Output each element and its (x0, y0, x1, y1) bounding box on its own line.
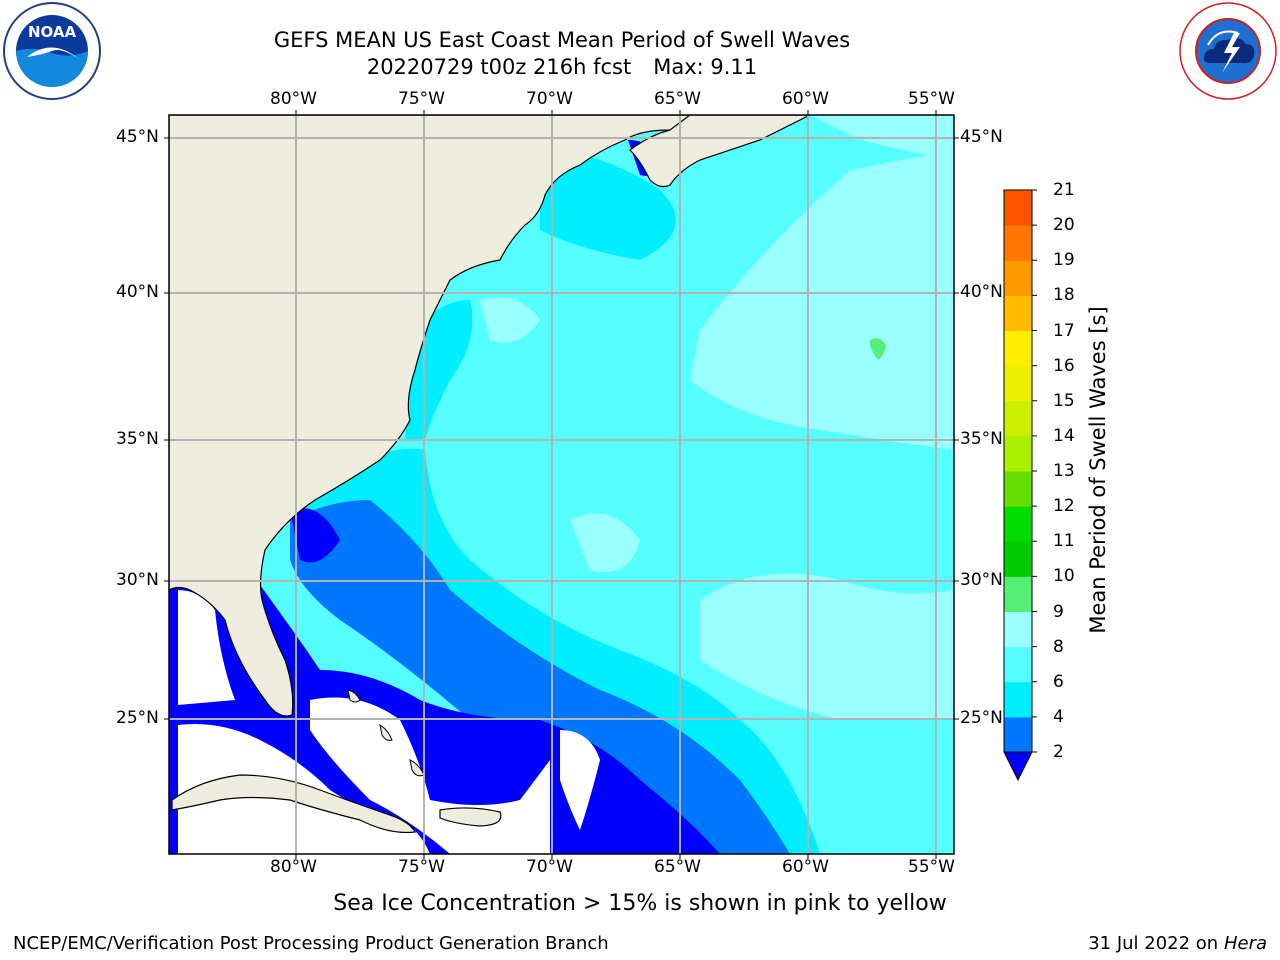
colorbar-extend-arrow (1003, 751, 1033, 782)
footer-date-text: 31 Jul 2022 on (1088, 933, 1224, 954)
swell-band-6-8 (540, 150, 676, 260)
lon-label-bottom: 60°W (782, 857, 829, 877)
svg-text:NOAA: NOAA (28, 23, 77, 41)
colorbar-tick-label: 6 (1053, 671, 1064, 692)
colorbar-tick-label: 21 (1053, 180, 1075, 200)
map-frame (168, 114, 955, 855)
colorbar-tick-label: 16 (1053, 355, 1075, 376)
land-hispaniola (439, 807, 502, 827)
lat-label-left: 30°N (116, 570, 159, 590)
colorbar-segment (1004, 260, 1032, 296)
land-north-america (169, 115, 691, 717)
colorbar-tick-label: 11 (1053, 531, 1075, 552)
colorbar-tick-label: 15 (1053, 390, 1075, 411)
swell-band-8-9 (690, 150, 954, 450)
lat-label-right: 35°N (960, 429, 1003, 449)
colorbar-segment (1004, 576, 1032, 612)
colorbar-segment (1004, 225, 1032, 261)
swell-band-4-6 (290, 500, 790, 854)
swell-band-8-9 (570, 513, 640, 572)
swell-band-8-9 (700, 573, 954, 720)
colorbar-tick-label: 4 (1053, 706, 1064, 727)
land-nova-scotia (629, 115, 811, 188)
colorbar-segment (1004, 435, 1032, 472)
nws-logo (1179, 2, 1277, 100)
chart-title: GEFS MEAN US East Coast Mean Period of S… (273, 28, 851, 52)
footer-date: 31 Jul 2022 on Hera (1088, 933, 1267, 955)
colorbar-tick-label: 12 (1053, 496, 1075, 517)
lat-label-left: 35°N (116, 429, 159, 449)
colorbar-segment (1004, 295, 1032, 331)
swell-band-8-9 (480, 297, 540, 343)
colorbar-tick-label: 17 (1053, 320, 1075, 341)
map-tick-marks (164, 110, 959, 859)
lat-label-right: 40°N (960, 282, 1003, 302)
land-cuba (171, 774, 416, 834)
no-data-area (178, 590, 235, 705)
colorbar-tick-label: 2 (1053, 742, 1064, 762)
colorbar-tick-label: 20 (1053, 215, 1075, 236)
colorbar (1003, 189, 1037, 782)
lat-label-left: 25°N (116, 708, 159, 728)
colorbar-tick-label: 18 (1053, 285, 1075, 306)
lon-label-top: 55°W (908, 89, 955, 109)
lon-label-bottom: 70°W (526, 857, 573, 877)
colorbar-segment (1004, 365, 1032, 402)
colorbar-tick-label: 9 (1053, 601, 1064, 622)
noaa-logo: NOAA (3, 2, 101, 100)
footer-host: Hera (1223, 933, 1267, 954)
colorbar-tick-label: 13 (1053, 461, 1075, 481)
lon-label-top: 80°W (270, 89, 317, 109)
lon-label-bottom: 80°W (270, 857, 317, 877)
lon-label-top: 60°W (782, 89, 829, 109)
colorbar-segment (1004, 646, 1032, 683)
colorbar-tick-label: 19 (1053, 250, 1075, 271)
colorbar-segment (1004, 330, 1032, 367)
lon-label-bottom: 75°W (398, 857, 445, 877)
lat-label-right: 25°N (960, 708, 1003, 728)
lat-label-right: 45°N (960, 127, 1003, 147)
land-bahamas (379, 723, 393, 741)
land-bahamas (347, 689, 361, 703)
colorbar-segment (1004, 400, 1032, 437)
lon-label-top: 75°W (398, 89, 445, 109)
sea-ice-note: Sea Ice Concentration > 15% is shown in … (333, 891, 947, 916)
colorbar-segment (1004, 611, 1032, 648)
lon-label-top: 65°W (654, 89, 701, 109)
lat-label-left: 40°N (116, 282, 159, 302)
no-data-area (560, 730, 600, 830)
colorbar-segment (1004, 681, 1032, 718)
lat-label-right: 30°N (960, 570, 1003, 590)
forecast-date: 20220729 t00z 216h fcst (366, 55, 632, 79)
swell-band-9-10 (870, 338, 886, 360)
colorbar-segment (1004, 541, 1032, 577)
colorbar-segment (1004, 716, 1032, 753)
colorbar-tick-label: 14 (1053, 425, 1075, 446)
colorbar-segment (1004, 506, 1032, 542)
map-gridlines (169, 115, 954, 854)
swell-band-2-4 (290, 508, 340, 563)
colorbar-tick-label: 8 (1053, 636, 1064, 657)
chart-subtitle: 20220729 t00z 216h fcst Max: 9.11 (162, 54, 962, 80)
lat-label-left: 45°N (116, 127, 159, 147)
colorbar-tick-label: 10 (1053, 566, 1075, 587)
lon-label-bottom: 65°W (654, 857, 701, 877)
footer-credit: NCEP/EMC/Verification Post Processing Pr… (13, 933, 609, 954)
colorbar-segment (1004, 190, 1032, 226)
lon-label-top: 70°W (526, 89, 573, 109)
lon-label-bottom: 55°W (908, 857, 955, 877)
colorbar-title: Mean Period of Swell Waves [s] (1086, 306, 1110, 634)
colorbar-segment (1004, 471, 1032, 507)
max-value: Max: 9.11 (653, 55, 758, 79)
